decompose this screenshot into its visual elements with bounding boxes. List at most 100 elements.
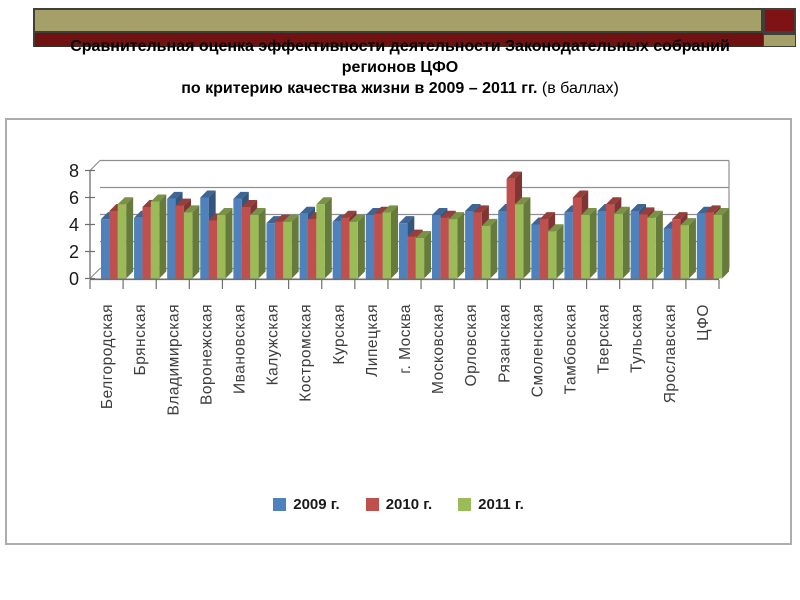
bar-side-face: [457, 212, 465, 279]
bar: [167, 198, 176, 279]
bar: [233, 198, 242, 279]
slide-title-line3: по критерию качества жизни в 2009 – 2011…: [0, 78, 800, 99]
bar: [183, 212, 193, 279]
bar: [374, 213, 383, 279]
bar-top-face: [515, 197, 531, 205]
bar-top-face: [639, 207, 655, 215]
bar-top-face: [233, 191, 249, 199]
bar-top-face: [548, 224, 564, 232]
x-axis-label: ЦФО: [695, 304, 712, 341]
legend-swatch-icon: [273, 498, 287, 511]
bar-side-face: [225, 208, 233, 279]
x-axis-label: Тверская: [596, 304, 613, 374]
x-axis-label: Липецкая: [364, 304, 381, 377]
bar: [382, 212, 391, 279]
bar-top-face: [630, 204, 647, 211]
bar-top-face: [365, 208, 382, 216]
bar: [109, 211, 118, 279]
bar-top-face: [250, 208, 266, 216]
bar-top-face: [117, 197, 134, 205]
bar: [680, 225, 689, 279]
bar: [597, 211, 606, 279]
x-axis-label: Воронежская: [198, 304, 215, 405]
slide-title-line1: Сравнительная оценка эффективности деяте…: [70, 38, 730, 55]
bar: [473, 212, 482, 279]
bar-top-face: [539, 212, 556, 220]
bar-side-face: [655, 210, 663, 279]
bar-top-face: [713, 208, 730, 216]
bar-top-face: [167, 191, 183, 199]
bar: [398, 223, 408, 279]
bar: [531, 224, 540, 279]
bar-top-face: [299, 206, 315, 214]
chart-legend: 2009 г. 2010 г. 2011 г.: [7, 496, 790, 513]
bar-top-face: [407, 229, 423, 237]
y-axis-tick-label: 4: [69, 215, 79, 235]
bar: [498, 211, 507, 279]
bar: [465, 211, 474, 279]
y-axis-tick-label: 6: [69, 188, 79, 208]
bar: [705, 212, 714, 279]
bar: [283, 221, 292, 279]
bar-top-face: [481, 218, 498, 226]
decoration-red-square: [763, 8, 796, 33]
bar-top-face: [647, 210, 663, 218]
bar-top-face: [448, 212, 465, 220]
bar-side-face: [424, 231, 432, 279]
bar-top-face: [672, 212, 688, 220]
bar: [175, 205, 184, 279]
decoration-red-stripe: [33, 33, 763, 47]
x-axis-label: Калужская: [265, 304, 282, 385]
bar-top-face: [705, 205, 721, 213]
bar: [581, 215, 590, 279]
bar-top-face: [217, 208, 233, 216]
bar-top-face: [266, 216, 282, 224]
bar-side-face: [556, 224, 564, 279]
bar: [307, 219, 317, 279]
bar-side-face: [523, 197, 531, 279]
bar: [142, 206, 151, 279]
bar: [241, 206, 251, 279]
bar-side-face: [622, 206, 630, 279]
bar-top-face: [382, 205, 398, 213]
bar-top-face: [465, 204, 481, 211]
bar: [564, 212, 573, 279]
bar: [134, 217, 143, 279]
x-axis-label: Курская: [331, 304, 348, 365]
bar: [647, 217, 656, 279]
bar-side-face: [126, 197, 134, 279]
bar: [274, 221, 284, 279]
bar-top-face: [581, 208, 597, 216]
bar-side-face: [390, 205, 398, 279]
bar-top-face: [183, 205, 200, 213]
bar: [630, 211, 640, 279]
x-axis-label: Костромская: [298, 304, 315, 402]
x-axis-label: Владимирская: [165, 304, 182, 416]
slide-title-line3-bold: по критерию качества жизни в 2009 – 2011…: [181, 80, 538, 97]
decoration-olive-bar: [33, 8, 763, 33]
bar: [672, 219, 681, 279]
bar: [407, 236, 416, 279]
bar-side-face: [589, 208, 597, 279]
bar-top-face: [614, 206, 630, 214]
bar: [448, 219, 458, 279]
bar-top-face: [415, 231, 432, 238]
bar-top-face: [398, 216, 415, 224]
slide-title-line3-units: (в баллах): [537, 80, 619, 97]
bar-top-face: [241, 199, 258, 207]
bar: [332, 221, 342, 279]
bar: [663, 228, 673, 279]
bar: [614, 213, 623, 279]
bar-top-face: [316, 197, 332, 205]
x-axis-label: Орловская: [463, 304, 480, 386]
y-axis-tick-label: 8: [69, 161, 79, 181]
bar-top-face: [572, 190, 589, 198]
x-axis-label: Рязанская: [496, 304, 513, 383]
wall-top-connector: [89, 160, 101, 171]
bar: [217, 215, 226, 279]
bar: [349, 221, 358, 279]
bar: [639, 214, 648, 279]
bar-top-face: [349, 214, 365, 222]
legend-item: 2010 г.: [365, 496, 432, 513]
legend-item: 2009 г.: [273, 496, 340, 513]
